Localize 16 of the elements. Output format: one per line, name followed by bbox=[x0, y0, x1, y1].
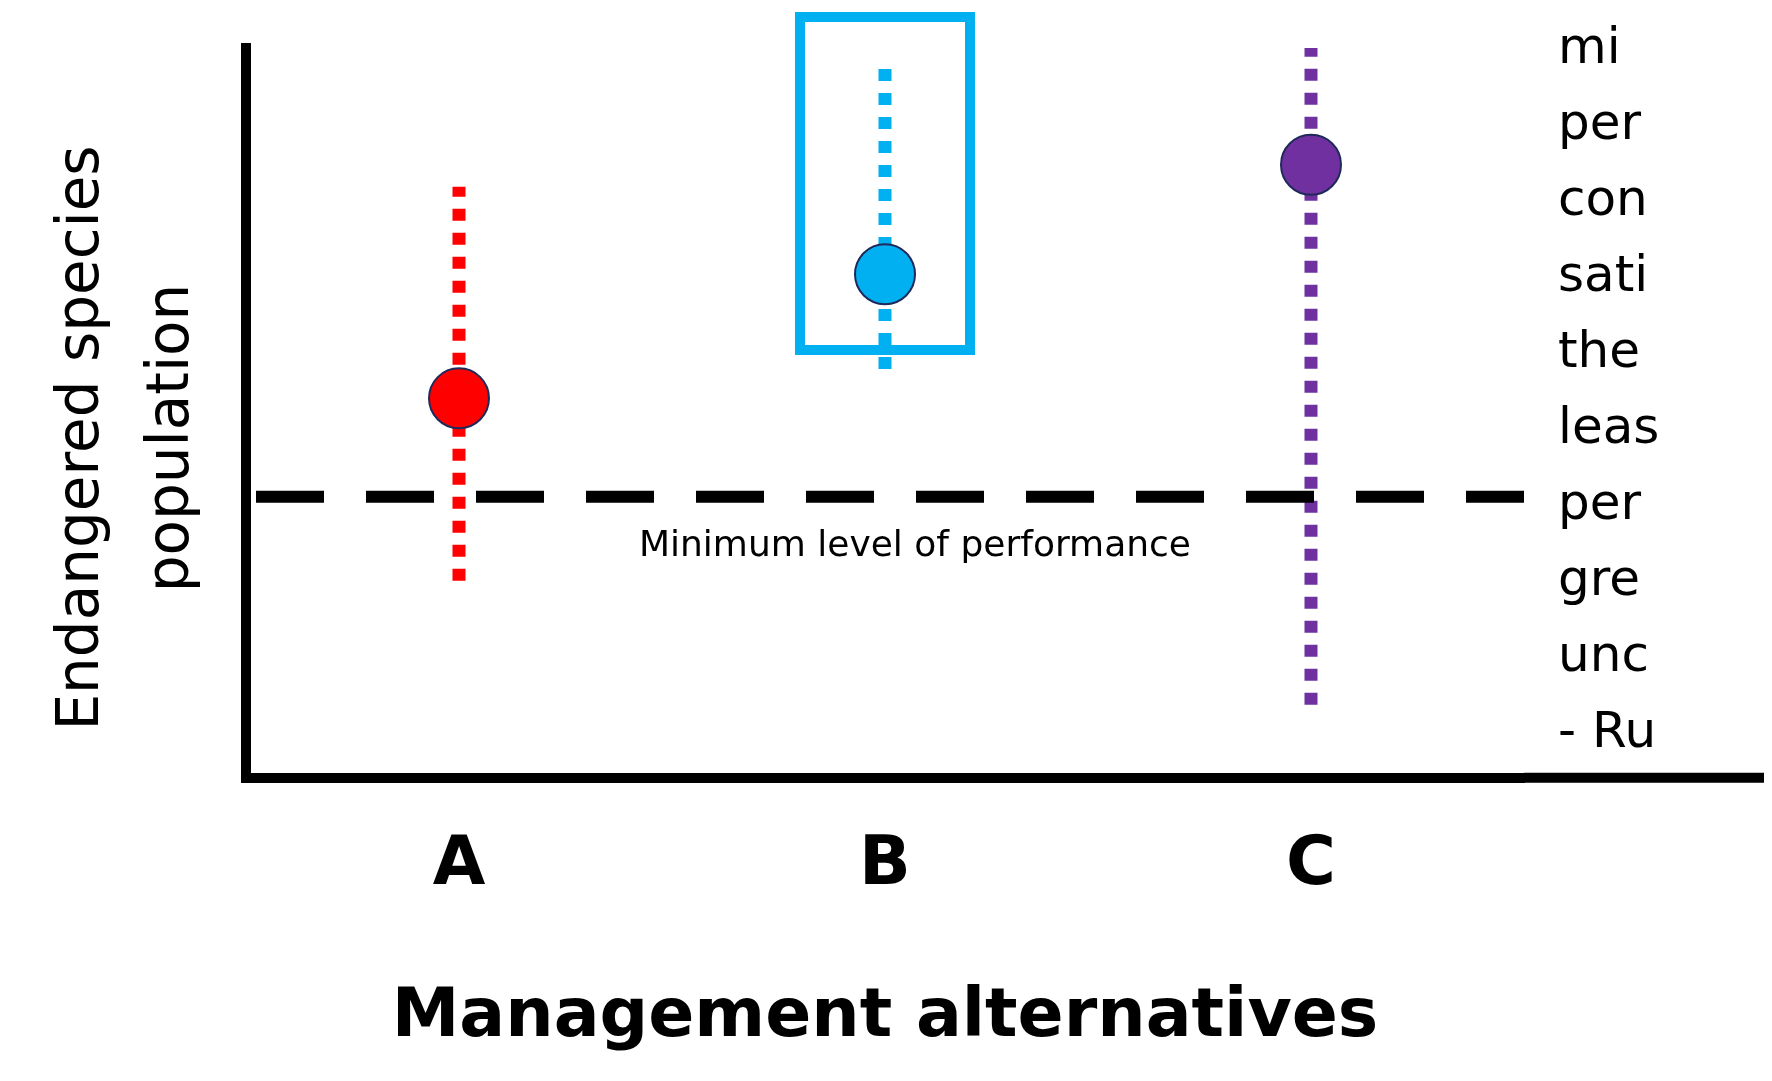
text: sati bbox=[1558, 244, 1650, 305]
text: the bbox=[1558, 320, 1642, 381]
text: unc bbox=[1558, 624, 1650, 685]
text: con bbox=[1558, 168, 1649, 229]
text: leas bbox=[1558, 396, 1660, 457]
text: per bbox=[1558, 92, 1643, 153]
text: per bbox=[1558, 472, 1643, 533]
y-axis-title: Endangered species population bbox=[43, 145, 203, 731]
text: gre bbox=[1558, 548, 1641, 609]
x-axis-title: Management alternatives bbox=[391, 972, 1379, 1052]
text: mi bbox=[1558, 16, 1622, 77]
x-tick-label: A bbox=[432, 821, 486, 901]
x-tick-label: C bbox=[1286, 821, 1336, 901]
x-tick-label: B bbox=[859, 821, 911, 901]
ref-line-label: Minimum level of performance bbox=[638, 523, 1192, 565]
text: - Ru bbox=[1558, 700, 1658, 761]
